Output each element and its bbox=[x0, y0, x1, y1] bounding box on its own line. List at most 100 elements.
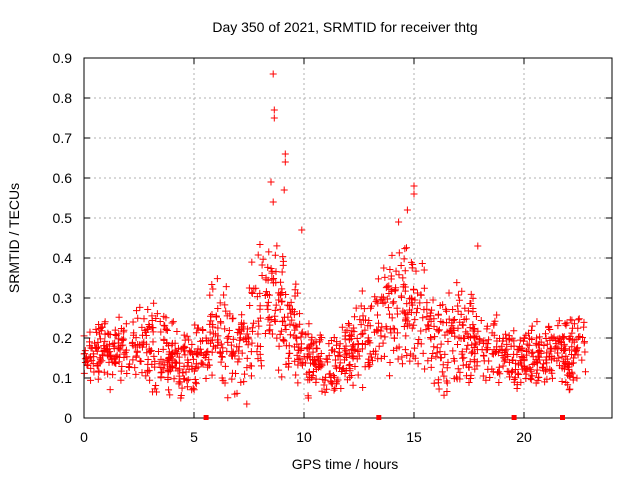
data-point bbox=[474, 327, 482, 335]
data-point bbox=[155, 360, 163, 368]
data-point bbox=[532, 341, 540, 349]
data-point bbox=[539, 360, 547, 368]
data-point bbox=[132, 334, 140, 342]
data-point bbox=[408, 264, 416, 272]
data-point bbox=[365, 337, 373, 345]
data-point bbox=[456, 318, 464, 326]
data-point bbox=[439, 301, 447, 309]
data-point bbox=[351, 363, 359, 371]
data-point bbox=[223, 312, 231, 320]
data-point bbox=[434, 376, 442, 384]
data-point bbox=[382, 323, 390, 331]
data-point bbox=[264, 263, 272, 271]
data-point bbox=[282, 325, 290, 333]
data-point bbox=[386, 372, 394, 380]
data-point bbox=[449, 305, 457, 313]
data-point bbox=[533, 366, 541, 374]
data-point bbox=[512, 359, 520, 367]
data-point bbox=[208, 371, 216, 379]
data-point bbox=[489, 368, 497, 376]
data-point bbox=[350, 324, 358, 332]
data-point bbox=[388, 251, 396, 259]
data-point bbox=[248, 258, 256, 266]
data-point bbox=[254, 355, 262, 363]
data-point bbox=[248, 362, 256, 370]
data-point bbox=[565, 363, 573, 371]
data-point bbox=[138, 369, 146, 377]
data-point bbox=[379, 339, 387, 347]
data-point bbox=[311, 355, 319, 363]
data-point bbox=[568, 316, 576, 324]
data-point bbox=[91, 339, 99, 347]
data-point bbox=[518, 344, 526, 352]
data-point bbox=[570, 320, 578, 328]
data-point bbox=[157, 369, 165, 377]
data-point bbox=[552, 337, 560, 345]
data-point bbox=[514, 369, 522, 377]
data-point bbox=[471, 339, 479, 347]
data-point bbox=[558, 377, 566, 385]
data-point bbox=[165, 350, 173, 358]
data-point bbox=[580, 339, 588, 347]
data-point bbox=[170, 375, 178, 383]
data-point bbox=[112, 360, 120, 368]
data-point bbox=[142, 332, 150, 340]
data-point bbox=[486, 374, 494, 382]
data-point bbox=[505, 336, 513, 344]
data-point bbox=[397, 261, 405, 269]
data-point bbox=[228, 369, 236, 377]
data-point bbox=[136, 341, 144, 349]
data-point bbox=[199, 325, 207, 333]
data-point bbox=[559, 334, 567, 342]
data-point bbox=[279, 261, 287, 269]
data-point bbox=[334, 352, 342, 360]
data-point bbox=[261, 329, 269, 337]
data-point bbox=[166, 354, 174, 362]
x-tick-label: 15 bbox=[406, 429, 422, 445]
data-point bbox=[375, 342, 383, 350]
data-point bbox=[133, 307, 141, 315]
data-point bbox=[395, 271, 403, 279]
data-point bbox=[109, 371, 117, 379]
data-point bbox=[278, 289, 286, 297]
data-point bbox=[202, 334, 210, 342]
data-point bbox=[256, 289, 264, 297]
data-point bbox=[566, 335, 574, 343]
data-point bbox=[150, 299, 158, 307]
y-tick-label: 0.9 bbox=[53, 50, 73, 66]
x-axis-label: GPS time / hours bbox=[292, 456, 399, 472]
gap-marker bbox=[560, 415, 565, 420]
data-point bbox=[159, 345, 167, 353]
data-point bbox=[546, 326, 554, 334]
data-point bbox=[206, 328, 214, 336]
data-point bbox=[341, 335, 349, 343]
data-point bbox=[273, 334, 281, 342]
data-point bbox=[414, 360, 422, 368]
data-point bbox=[309, 356, 317, 364]
data-point bbox=[233, 343, 241, 351]
data-point bbox=[267, 265, 275, 273]
data-point bbox=[227, 341, 235, 349]
data-point bbox=[574, 351, 582, 359]
data-point bbox=[206, 291, 214, 299]
data-point bbox=[456, 368, 464, 376]
data-point bbox=[96, 355, 104, 363]
data-point bbox=[228, 375, 236, 383]
data-point bbox=[120, 326, 128, 334]
data-point bbox=[216, 299, 224, 307]
data-point bbox=[404, 310, 412, 318]
data-point bbox=[400, 255, 408, 263]
x-tick-label: 5 bbox=[190, 429, 198, 445]
data-point bbox=[480, 351, 488, 359]
data-point bbox=[270, 114, 278, 122]
data-point bbox=[179, 369, 187, 377]
data-point bbox=[459, 354, 467, 362]
data-point bbox=[172, 348, 180, 356]
data-point bbox=[385, 310, 393, 318]
data-point bbox=[495, 379, 503, 387]
data-point bbox=[450, 375, 458, 383]
data-point bbox=[217, 358, 225, 366]
data-point bbox=[403, 322, 411, 330]
data-point bbox=[453, 279, 461, 287]
data-point bbox=[291, 326, 299, 334]
